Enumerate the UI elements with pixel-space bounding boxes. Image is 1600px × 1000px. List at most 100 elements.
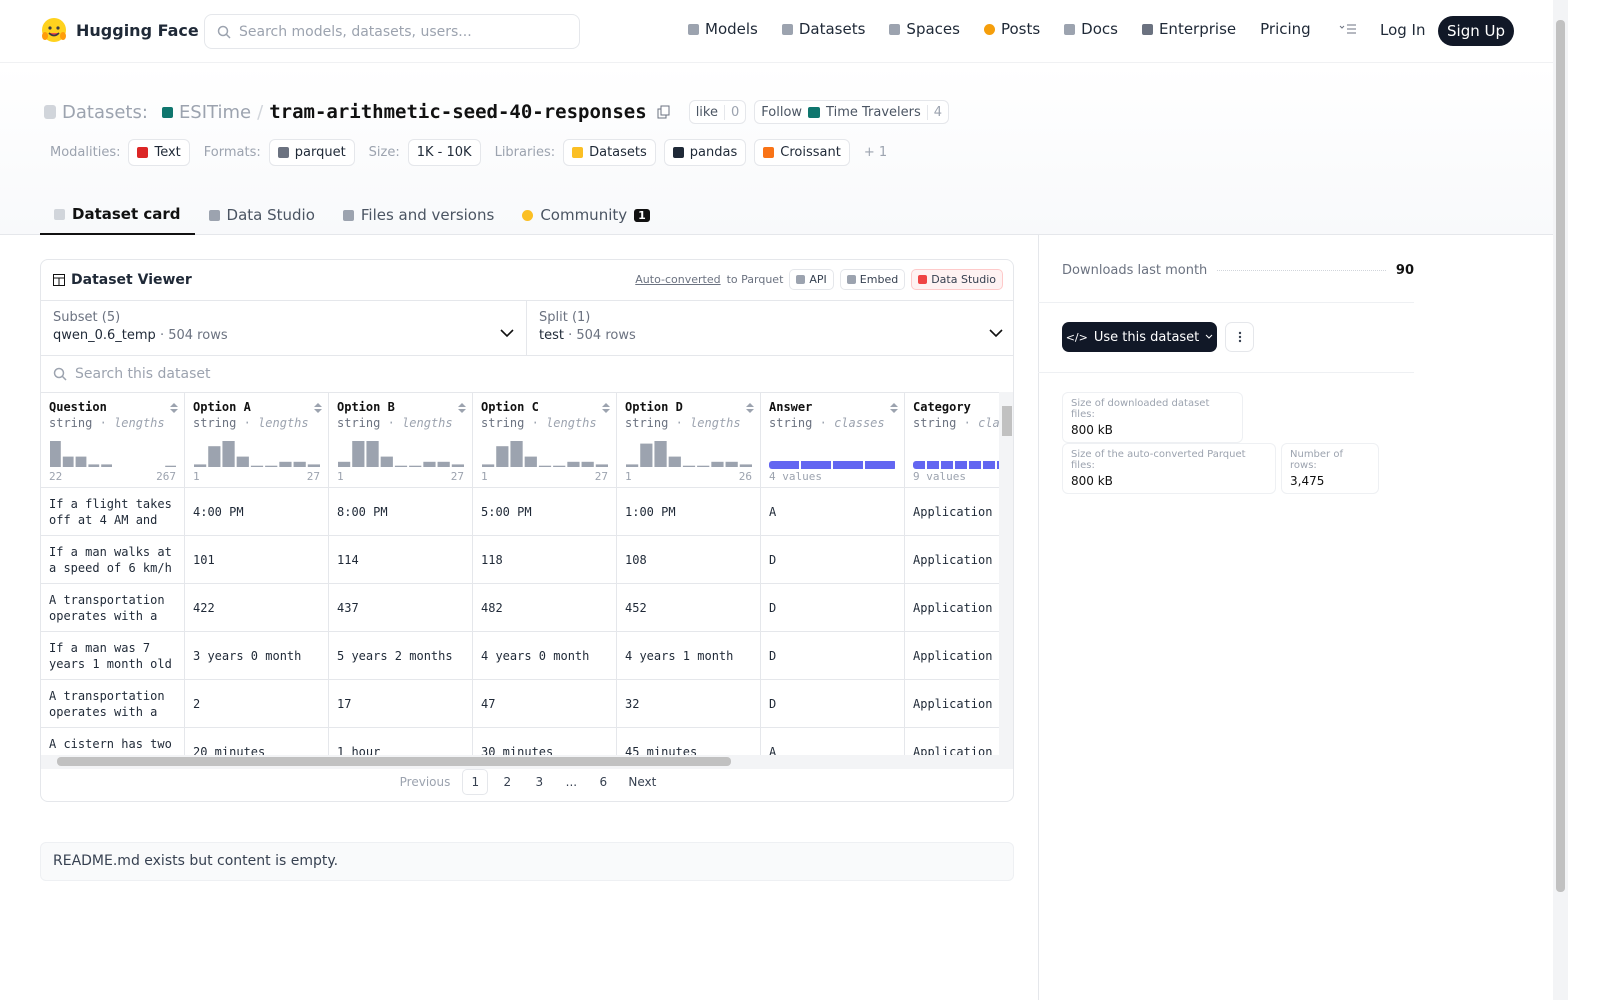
split-select[interactable]: Split (1) test · 504 rows	[527, 300, 1013, 355]
cell[interactable]: 2	[185, 680, 328, 728]
tag-chip[interactable]: pandas	[663, 139, 747, 166]
h-scrollbar[interactable]	[41, 755, 1013, 769]
nav-link[interactable]: Docs	[1064, 20, 1118, 38]
cell[interactable]: 17	[329, 680, 472, 728]
tag-chip[interactable]: parquet	[268, 139, 355, 166]
viewer-button[interactable]: API	[789, 269, 834, 290]
sort-icon[interactable]	[170, 402, 178, 414]
cell[interactable]: 1 hour	[329, 728, 472, 756]
nav-link[interactable]: Enterprise	[1141, 20, 1236, 38]
column-header[interactable]: Option D string · lengths 1 26	[617, 393, 760, 488]
cell[interactable]: 118	[473, 536, 616, 584]
column-header[interactable]: Option B string · lengths 1 27	[329, 393, 472, 488]
sort-icon[interactable]	[314, 402, 322, 414]
dataset-search[interactable]: Search this dataset	[41, 355, 1013, 392]
signup[interactable]: Sign Up	[1438, 16, 1514, 46]
page-thumb[interactable]	[1556, 20, 1565, 892]
cell[interactable]: Application	[905, 584, 999, 632]
tab[interactable]: Data Studio	[195, 195, 329, 235]
cell[interactable]: 8:00 PM	[329, 488, 472, 536]
cell[interactable]: A cistern has two	[41, 728, 184, 755]
cell[interactable]: 437	[329, 584, 472, 632]
h-thumb[interactable]	[57, 757, 731, 766]
cell[interactable]: A	[761, 488, 904, 536]
tab[interactable]: Community 1	[508, 195, 663, 235]
cell[interactable]: Application	[905, 632, 999, 680]
cell[interactable]: If a flight takes off at 4 AM and	[41, 488, 184, 536]
pager-page[interactable]: 1	[462, 769, 489, 795]
cell[interactable]: 3 years 0 month	[185, 632, 328, 680]
column-header[interactable]: Answer string · classes 4 values	[761, 393, 904, 488]
owner[interactable]: ESITime	[178, 101, 252, 123]
cell[interactable]: Application	[905, 488, 999, 536]
use-dataset[interactable]: </> Use this dataset	[1062, 322, 1217, 352]
v-thumb[interactable]	[1002, 406, 1012, 436]
cell[interactable]: 422	[185, 584, 328, 632]
cell[interactable]: 4 years 1 month	[617, 632, 760, 680]
viewer-button[interactable]: Embed	[839, 269, 906, 290]
pager-page[interactable]: 2	[503, 775, 512, 789]
cell[interactable]: 5 years 2 months	[329, 632, 472, 680]
tab[interactable]: Files and versions	[329, 195, 508, 235]
pager-page[interactable]: 3	[535, 775, 544, 789]
dataset-name[interactable]: tram-arithmetic-seed-40-responses	[269, 101, 647, 123]
cell[interactable]: Application	[905, 536, 999, 584]
cell[interactable]: Application	[905, 680, 999, 728]
column-header[interactable]: Option C string · lengths 1 27	[473, 393, 616, 488]
tag-chip[interactable]: Datasets	[563, 139, 656, 166]
tag-chip[interactable]: 1K - 10K	[407, 139, 481, 166]
nav-link[interactable]: Datasets	[781, 20, 865, 38]
pager-page[interactable]: ...	[565, 775, 578, 789]
column-header[interactable]: Option A string · lengths 1 27	[185, 393, 328, 488]
cell[interactable]: 30 minutes	[473, 728, 616, 756]
brand[interactable]: Hugging Face	[40, 16, 199, 44]
nav-link[interactable]: Spaces	[889, 20, 960, 38]
cell[interactable]: 45 minutes	[617, 728, 760, 756]
sort-icon[interactable]	[602, 402, 610, 414]
more-tags[interactable]: + 1	[863, 145, 888, 160]
tag-chip[interactable]: Text	[128, 139, 190, 166]
cell[interactable]: D	[761, 584, 904, 632]
cell[interactable]: Application	[905, 728, 999, 756]
more-menu[interactable]	[1225, 322, 1254, 352]
subset-select[interactable]: Subset (5) qwen_0.6_temp · 504 rows	[41, 300, 527, 355]
nav-link[interactable]: Pricing	[1260, 20, 1311, 38]
nav-menu[interactable]	[1339, 20, 1357, 38]
cell[interactable]: 114	[329, 536, 472, 584]
cell[interactable]: 4 years 0 month	[473, 632, 616, 680]
sort-icon[interactable]	[890, 402, 898, 414]
column-header[interactable]: Question string · lengths 22 267	[41, 393, 184, 488]
follow-button[interactable]: Follow Time Travelers 4	[754, 100, 950, 124]
cell[interactable]: D	[761, 632, 904, 680]
cell[interactable]: A	[761, 728, 904, 756]
cell[interactable]: D	[761, 680, 904, 728]
cell[interactable]: 47	[473, 680, 616, 728]
nav-link[interactable]: Models	[688, 20, 758, 38]
cell[interactable]: D	[761, 536, 904, 584]
sort-icon[interactable]	[746, 402, 754, 414]
cell[interactable]: If a man was 7 years 1 month old	[41, 632, 184, 680]
cell[interactable]: 108	[617, 536, 760, 584]
auto-converted[interactable]: Auto-converted	[635, 273, 721, 286]
pager-next[interactable]: Next	[628, 775, 657, 789]
cell[interactable]: 482	[473, 584, 616, 632]
cell[interactable]: 101	[185, 536, 328, 584]
pager-page[interactable]: 6	[599, 775, 608, 789]
cell[interactable]: 452	[617, 584, 760, 632]
cell[interactable]: 1:00 PM	[617, 488, 760, 536]
copy-icon[interactable]	[657, 105, 671, 119]
v-scrollbar[interactable]	[999, 392, 1013, 755]
column-header[interactable]: Category string · classes 9 values	[905, 393, 999, 488]
cell[interactable]: If a man walks at a speed of 6 km/h	[41, 536, 184, 584]
pager-prev[interactable]: Previous	[399, 775, 451, 789]
like-button[interactable]: like 0	[688, 100, 747, 124]
cell[interactable]: A transportation operates with a	[41, 680, 184, 728]
cell[interactable]: 20 minutes	[185, 728, 328, 756]
search-box[interactable]: Search models, datasets, users...	[204, 14, 580, 49]
cell[interactable]: A transportation operates with a	[41, 584, 184, 632]
viewer-button[interactable]: Data Studio	[911, 269, 1003, 290]
sort-icon[interactable]	[458, 402, 466, 414]
cell[interactable]: 32	[617, 680, 760, 728]
page-scrollbar[interactable]	[1553, 0, 1568, 1000]
cell[interactable]: 4:00 PM	[185, 488, 328, 536]
